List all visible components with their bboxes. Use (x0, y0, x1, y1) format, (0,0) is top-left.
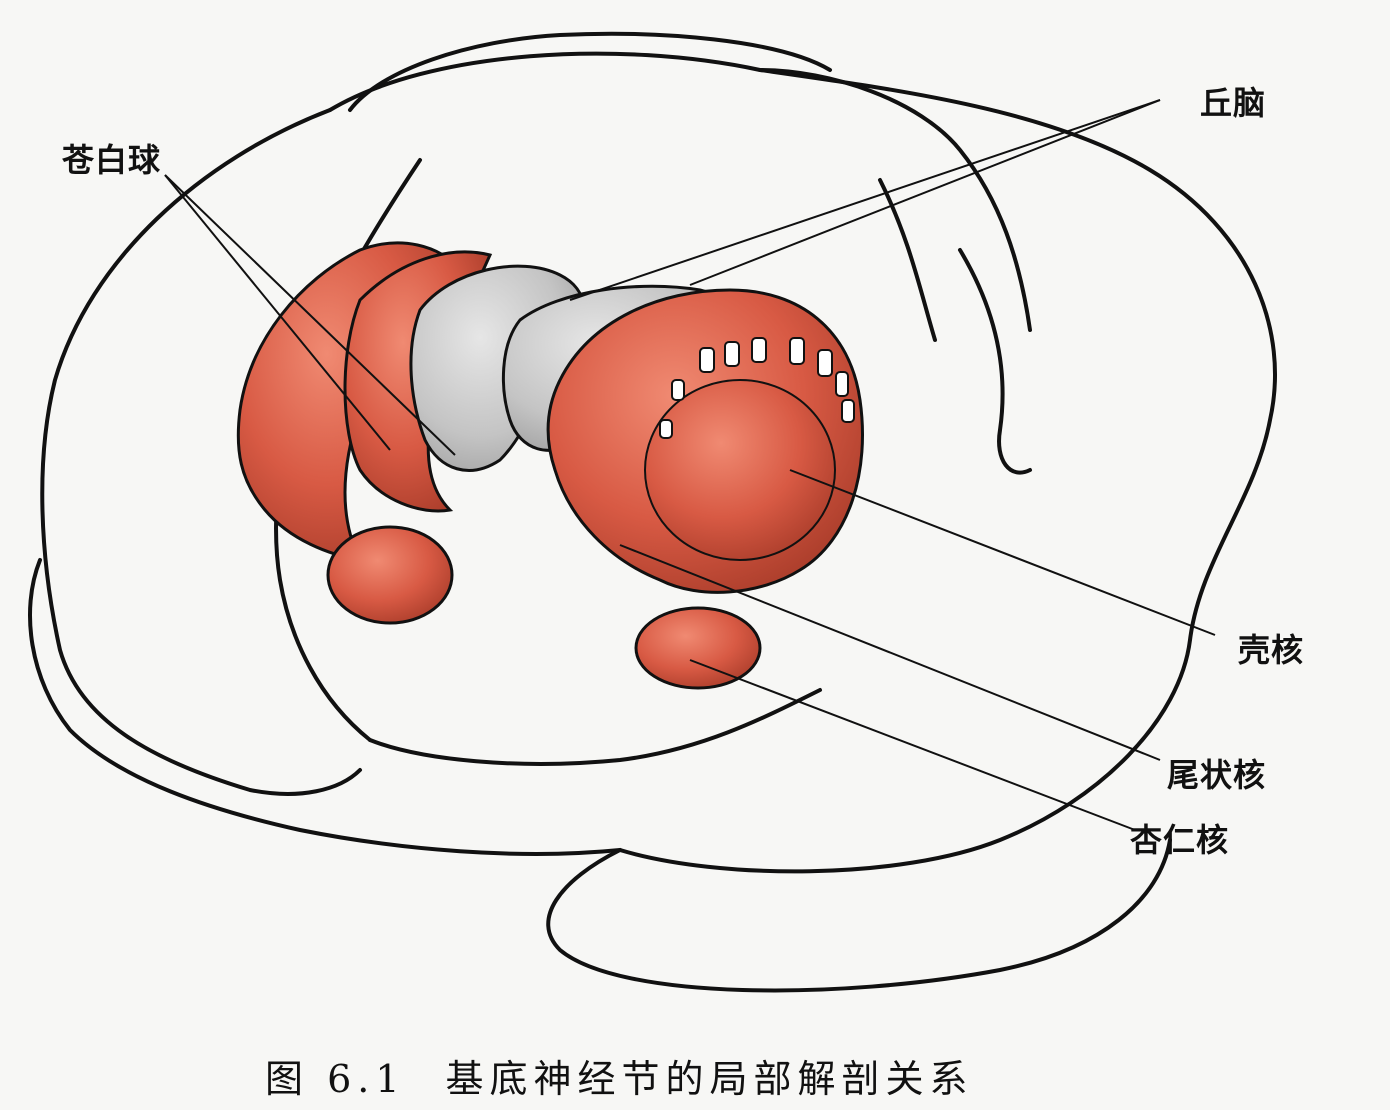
figure-caption: 图 6.1 基底神经节的局部解剖关系 (265, 1048, 974, 1103)
label-caudate: 尾状核 (1167, 756, 1267, 794)
label-globus-pallidus: 苍白球 (62, 141, 162, 179)
amygdala-left (326, 525, 454, 625)
label-amygdala: 杏仁核 (1130, 821, 1230, 859)
leader-lines (164, 99, 1216, 831)
label-putamen: 壳核 (1238, 631, 1305, 669)
putamen-shape (546, 288, 864, 594)
figure-title: 基底神经节的局部解剖关系 (445, 1057, 974, 1101)
amygdala-right (634, 606, 762, 690)
label-thalamus: 丘脑 (1200, 84, 1267, 122)
figure-number: 图 6.1 (265, 1057, 406, 1101)
